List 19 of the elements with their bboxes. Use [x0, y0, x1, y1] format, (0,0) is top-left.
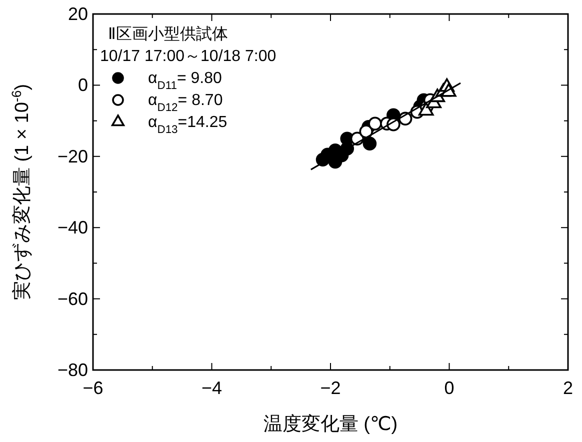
point — [368, 116, 382, 131]
y-tick-label: 0 — [78, 75, 88, 96]
x-axis-title: 温度変化量 (℃) — [263, 413, 398, 435]
x-tick-label: −2 — [320, 378, 341, 398]
x-tick-label: 2 — [562, 378, 574, 398]
legend-label: α$_{D12}$= 8.70 — [148, 92, 223, 114]
legend-label: α$_{D11}$= 9.80 — [148, 70, 222, 92]
y-tick-label: 20 — [68, 4, 88, 24]
y-tick-label: −40 — [57, 218, 88, 238]
x-tick-label: −6 — [82, 378, 104, 398]
y-tick-label: −80 — [57, 360, 88, 380]
legend-title: Ⅱ区画小型供試体 — [108, 25, 228, 43]
x-tick-label: 0 — [444, 378, 454, 398]
x-tick-label: −4 — [201, 378, 222, 398]
y-tick-label: −20 — [57, 146, 88, 166]
legend-label: α$_{D13}$=14.25 — [148, 114, 228, 136]
annotation: 10/17 17:00～10/18 7:00 — [100, 48, 276, 65]
point — [362, 136, 377, 150]
y-tick-label: −60 — [57, 288, 88, 309]
